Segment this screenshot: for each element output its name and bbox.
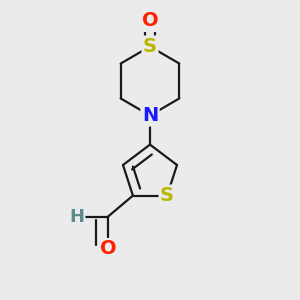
Text: S: S [160,186,174,205]
Text: O: O [100,239,116,259]
Text: O: O [142,11,158,31]
Text: H: H [69,208,84,226]
Text: S: S [143,37,157,56]
Text: N: N [142,106,158,125]
